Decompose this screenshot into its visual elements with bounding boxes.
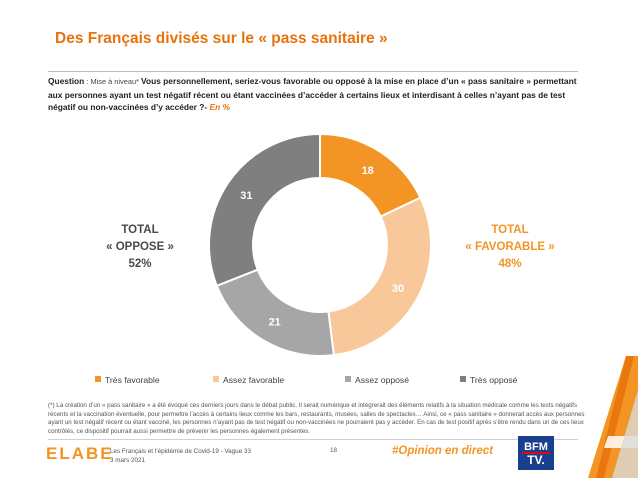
question-dash: -: [204, 102, 210, 112]
donut-slice-2: [215, 268, 336, 357]
total-oppose-line2: « OPPOSE »: [106, 241, 174, 253]
question-sub: : Mise à niveau*: [84, 77, 141, 86]
corner-logo-grey: [612, 390, 638, 478]
bfmtv-logo-line2: TV.: [527, 453, 545, 467]
legend-label-0: Très favorable: [105, 375, 160, 385]
footer-study: Les Français et l’épidémie de Covid-19 -…: [110, 448, 251, 455]
footer-divider: [48, 439, 578, 440]
total-oppose-value: 52%: [128, 258, 152, 270]
total-favorable-line1: TOTAL: [491, 224, 529, 236]
question-unit: En %: [209, 102, 230, 112]
question-text: Vous personnellement, seriez-vous favora…: [48, 76, 577, 112]
legend-item-0: Très favorable: [95, 375, 160, 385]
chart-legend: Très favorable Assez favorable Assez oppos…: [95, 375, 535, 389]
donut-label-0: 18: [362, 165, 374, 177]
elabe-logo: ELABE: [46, 444, 114, 463]
bfmtv-logo-line1: BFM: [524, 441, 548, 453]
legend-swatch-2: [345, 376, 351, 382]
footer-info: Les Français et l’épidémie de Covid-19 -…: [110, 447, 251, 465]
legend-label-1: Assez favorable: [223, 375, 285, 385]
legend-item-2: Assez opposé: [345, 375, 409, 385]
donut-slice-1: [327, 196, 432, 357]
total-oppose-line1: TOTAL: [121, 224, 159, 236]
total-favorable-value: 48%: [498, 258, 522, 270]
donut-slice-3: [208, 132, 321, 288]
hashtag: #Opinion en direct: [392, 445, 493, 457]
footnote: (*) La création d’un « pass sanitaire » …: [48, 402, 585, 435]
legend-swatch-1: [213, 376, 219, 382]
question-prefix: Question: [48, 76, 85, 86]
legend-item-3: Très opposé: [460, 375, 517, 385]
total-favorable: TOTAL « FAVORABLE » 48%: [450, 222, 570, 273]
donut-label-2: 21: [269, 317, 281, 329]
corner-a-logo: [588, 356, 638, 478]
legend-label-3: Très opposé: [470, 375, 518, 385]
total-favorable-line2: « FAVORABLE »: [465, 241, 555, 253]
donut-label-3: 31: [240, 190, 252, 202]
page-number: 18: [330, 447, 338, 454]
bfmtv-logo-stripe: [522, 452, 550, 454]
footer-date: 3 mars 2021: [110, 457, 146, 464]
question-block: Question : Mise à niveau* Vous personnel…: [48, 75, 588, 114]
title-divider: [48, 71, 578, 72]
donut-chart: 18 30 21 31: [208, 132, 432, 357]
slide-title: Des Français divisés sur le « pass sanit…: [55, 30, 388, 47]
legend-swatch-0: [95, 376, 101, 382]
legend-swatch-3: [460, 376, 466, 382]
total-oppose: TOTAL « OPPOSE » 52%: [80, 222, 200, 273]
bfmtv-logo: BFM TV.: [518, 436, 554, 470]
legend-label-2: Assez opposé: [355, 375, 409, 385]
legend-item-1: Assez favorable: [213, 375, 284, 385]
donut-label-1: 30: [392, 283, 404, 295]
